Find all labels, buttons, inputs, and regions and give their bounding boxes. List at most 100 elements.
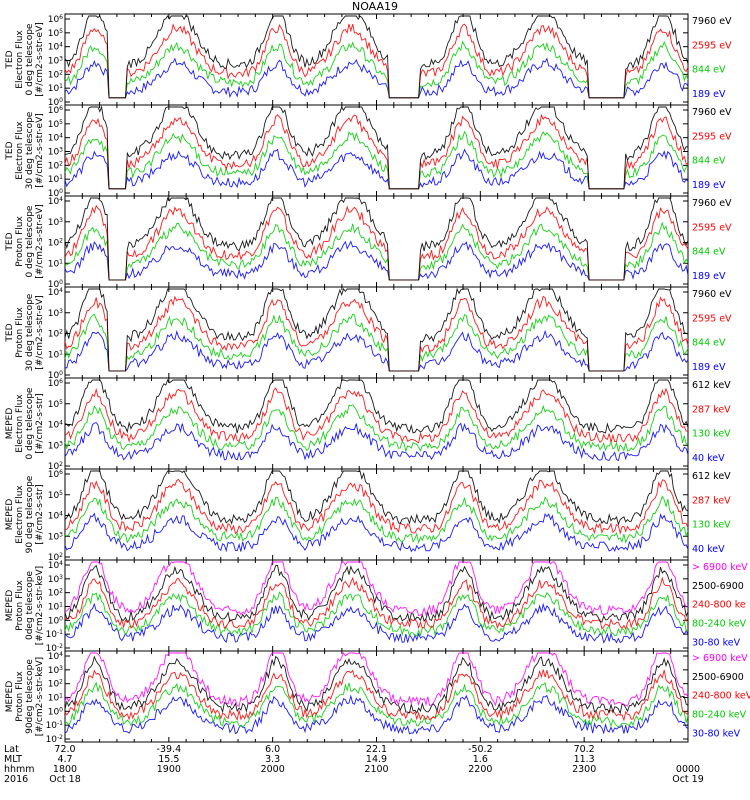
- legend-label: 2595 eV: [692, 40, 732, 51]
- legend-label: 7960 eV: [692, 198, 732, 209]
- series-trace: [64, 221, 689, 281]
- x-axis-row-label: Lat: [4, 744, 19, 755]
- series-trace: [64, 130, 689, 190]
- legend-label: 30-80 keV: [692, 728, 741, 739]
- series-trace: [64, 681, 689, 728]
- legend-label: 240-800 keV: [692, 691, 750, 702]
- panel-frame: [64, 468, 689, 561]
- y-tick-label: 104: [48, 510, 63, 522]
- series-trace: [64, 478, 689, 535]
- y-tick-label: 101: [48, 174, 63, 186]
- legend-label: 189 eV: [692, 180, 726, 191]
- panel-frame: [64, 13, 689, 106]
- y-tick-label: 103: [48, 664, 63, 676]
- series-trace: [64, 113, 689, 190]
- legend-label: 2595 eV: [692, 313, 732, 324]
- x-axis-tick-label: 4.7: [57, 754, 72, 765]
- y-axis-label: MEPEDElectron Flux90 deg telescope[#/cm2…: [5, 475, 45, 553]
- series-trace: [64, 387, 689, 444]
- series-trace: [64, 287, 689, 372]
- series-trace: [64, 591, 689, 638]
- y-tick-label: 103: [48, 307, 63, 319]
- x-axis-tick-label: 1.6: [473, 754, 488, 765]
- y-tick-label: 103: [48, 146, 63, 158]
- y-axis-label: TEDProton Flux30 deg telescope[#/cm2-s-s…: [5, 293, 45, 371]
- legend-label: 844 eV: [692, 247, 726, 258]
- y-tick-label: 100: [48, 97, 63, 109]
- legend-label: > 6900 keV: [692, 653, 748, 664]
- legend-label: 844 eV: [692, 156, 726, 167]
- y-tick-label: 101: [48, 601, 63, 613]
- series-trace: [64, 378, 689, 434]
- y-tick-label: 102: [48, 552, 63, 564]
- y-tick-label: 100: [48, 615, 63, 627]
- series-trace: [64, 495, 689, 545]
- x-axis-tick-label: 72.0: [54, 744, 75, 755]
- legend-label: 2595 eV: [692, 131, 732, 142]
- y-tick-label: 104: [48, 196, 63, 208]
- legend-label: 80-240 keV: [692, 618, 747, 629]
- y-tick-label: 102: [48, 237, 63, 249]
- y-tick-label: 104: [48, 132, 63, 144]
- x-axis-tick-label: 2000: [261, 764, 285, 775]
- x-axis-tick-label: 22.1: [366, 744, 387, 755]
- x-axis-tick-label: 14.9: [366, 754, 387, 765]
- legend-label: 7960 eV: [692, 16, 732, 27]
- x-axis-tick-label: Oct 19: [672, 774, 704, 785]
- y-tick-label: 100: [48, 188, 63, 200]
- y-tick-label: 106: [48, 14, 63, 26]
- y-tick-label: 104: [48, 287, 63, 299]
- series-trace: [64, 240, 689, 281]
- series-trace: [64, 470, 689, 526]
- series-trace: [64, 105, 689, 190]
- y-tick-label: 105: [48, 489, 63, 501]
- legend-label: 189 eV: [692, 89, 726, 100]
- legend-label: 30-80 keV: [692, 637, 741, 648]
- panel-frame: [64, 286, 689, 379]
- y-tick-label: 104: [48, 651, 63, 663]
- legend-label: 844 eV: [692, 338, 726, 349]
- panel-frame: [64, 104, 689, 197]
- legend-label: 130 keV: [692, 429, 731, 440]
- y-tick-label: 100: [48, 370, 63, 382]
- legend-label: 40 keV: [692, 453, 725, 464]
- legend-label: 287 keV: [692, 495, 731, 506]
- y-tick-label: 105: [48, 118, 63, 130]
- legend-label: 2500-6900: [692, 672, 744, 683]
- series-trace: [64, 576, 689, 631]
- series-trace: [64, 40, 689, 99]
- x-axis-tick-label: -39.4: [157, 744, 182, 755]
- legend-label: 612 keV: [692, 471, 731, 482]
- y-axis-label: MEPEDProton Flux90deg telescope[#/cm2-s-…: [5, 657, 45, 736]
- series-trace: [64, 15, 689, 99]
- series-trace: [64, 422, 689, 462]
- y-tick-label: 101: [48, 692, 63, 704]
- series-trace: [64, 694, 689, 735]
- y-tick-label: 103: [48, 55, 63, 67]
- y-tick-label: 100: [48, 706, 63, 718]
- legend-label: 189 eV: [692, 271, 726, 282]
- y-tick-label: 10-1: [46, 720, 64, 732]
- x-axis-row-label: 2016: [4, 774, 28, 785]
- y-tick-label: 101: [48, 83, 63, 95]
- series-trace: [64, 295, 689, 372]
- x-axis-tick-label: 6.0: [265, 744, 280, 755]
- legend-label: 844 eV: [692, 65, 726, 76]
- series-trace: [64, 655, 689, 715]
- legend-label: 240-800 ke: [692, 600, 746, 611]
- series-trace: [64, 196, 689, 281]
- y-tick-label: 104: [48, 419, 63, 431]
- series-trace: [64, 512, 689, 553]
- x-axis-tick-label: 11.3: [574, 754, 595, 765]
- x-axis-tick-label: 1900: [157, 764, 181, 775]
- y-tick-label: 10-2: [46, 643, 64, 655]
- y-axis-label: TEDProton Flux0 deg telescope[#/cm2-s-st…: [5, 204, 45, 279]
- series-trace: [64, 602, 689, 644]
- series-trace: [64, 329, 689, 372]
- x-axis-tick-label: 70.2: [574, 744, 595, 755]
- y-tick-label: 102: [48, 328, 63, 340]
- x-axis-row-label: hhmm: [4, 764, 35, 775]
